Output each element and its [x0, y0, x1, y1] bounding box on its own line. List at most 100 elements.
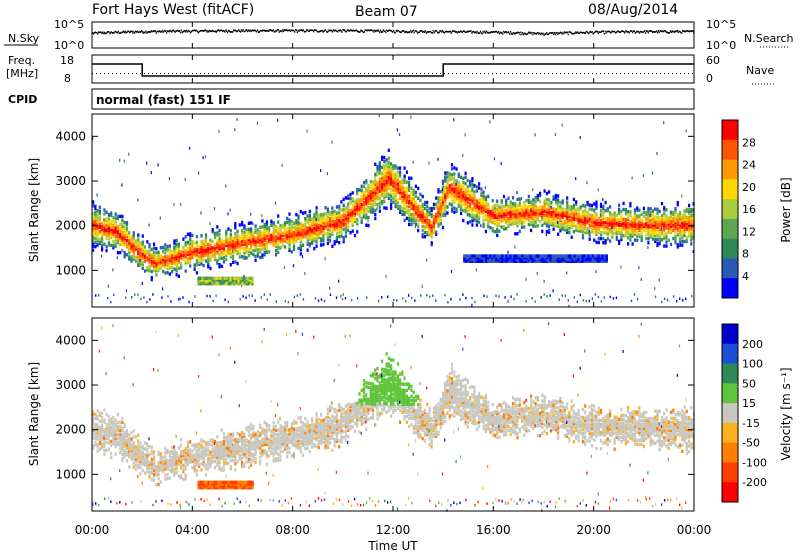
power-cell: [559, 223, 562, 227]
power-cell: [435, 204, 438, 208]
power-cell: [428, 223, 431, 227]
power-cell: [207, 259, 210, 263]
power-cell: [525, 211, 528, 215]
power-cell: [620, 217, 623, 222]
power-cell: [516, 203, 519, 208]
noise-point: [305, 30, 307, 33]
velocity-cell: [94, 440, 97, 445]
velocity-cell: [123, 424, 126, 429]
power-cell: [283, 221, 287, 225]
power-cell: [559, 200, 562, 205]
velocity-cell: [98, 441, 101, 445]
power-cell: [177, 250, 180, 254]
noise-point: [317, 30, 319, 33]
power-cell: [505, 214, 508, 219]
power-cell: [301, 233, 305, 237]
power-cell: [441, 199, 445, 204]
noise-point: [170, 30, 172, 32]
power-cell: [550, 218, 553, 223]
noise-point: [382, 29, 384, 31]
noise-point: [393, 31, 396, 34]
power-cell: [520, 221, 524, 225]
power-cell: [640, 278, 642, 282]
power-cell: [383, 178, 386, 182]
velocity-cell: [128, 437, 131, 441]
power-cell: [606, 237, 609, 241]
power-cell: [566, 224, 569, 228]
power-cell: [561, 227, 564, 231]
noise-point: [136, 30, 138, 33]
power-patch-cell: [575, 257, 578, 262]
power-cell: [405, 196, 408, 200]
power-cell: [349, 208, 352, 213]
power-cell: [502, 215, 506, 219]
power-cell: [647, 219, 650, 223]
noise-point: [427, 31, 429, 33]
velocity-cell: [116, 440, 119, 445]
noise-point: [109, 32, 111, 35]
power-cell: [198, 260, 201, 264]
velocity-cell: [130, 439, 133, 443]
power-patch-cell: [217, 278, 220, 282]
power-cell: [656, 215, 659, 219]
power-cell: [647, 233, 650, 237]
power-cell: [175, 263, 178, 267]
power-cell: [376, 173, 379, 177]
power-patch-cell: [601, 257, 604, 262]
power-cell: [243, 230, 246, 234]
power-cell: [365, 209, 368, 213]
power-cell: [405, 188, 408, 192]
noise-point: [132, 32, 134, 34]
power-cell: [399, 190, 402, 194]
noise-point: [530, 32, 532, 35]
power-cell: [234, 248, 237, 252]
velocity-cell: [141, 454, 144, 458]
velocity-cell: [125, 433, 129, 437]
power-cell: [561, 294, 563, 297]
power-cell: [457, 172, 460, 176]
power-cell: [450, 187, 454, 191]
power-cell: [658, 223, 661, 228]
power-cell: [311, 235, 314, 239]
power-cell: [232, 260, 235, 264]
velocity-cell: [94, 424, 97, 429]
power-cell: [615, 235, 618, 239]
noise-point: [444, 31, 446, 33]
noise-point: [529, 31, 531, 34]
power-cell: [128, 247, 131, 251]
power-cell: [175, 247, 178, 251]
power-cell: [450, 189, 454, 193]
power-cell: [575, 224, 578, 228]
noise-point: [495, 30, 497, 33]
power-cell: [534, 224, 537, 228]
power-cell: [331, 212, 334, 216]
power-cell: [265, 234, 268, 238]
power-cell: [487, 218, 490, 223]
noise-point: [434, 30, 436, 33]
power-cell: [663, 236, 666, 240]
power-cell: [265, 242, 268, 246]
power-cell: [250, 247, 253, 251]
velocity-cell: [153, 462, 156, 466]
velocity-cell: [130, 437, 133, 441]
power-cell: [288, 228, 291, 232]
power-cell: [184, 269, 187, 273]
power-cell: [195, 251, 198, 255]
noise-point: [276, 30, 278, 32]
power-cell: [189, 248, 192, 252]
power-cell: [340, 208, 343, 212]
power-cell: [645, 226, 648, 231]
power-cell: [432, 206, 436, 211]
power-cell: [665, 234, 668, 238]
power-cell: [141, 262, 144, 266]
power-cell: [216, 233, 219, 237]
noise-point: [625, 30, 627, 32]
noise-point: [454, 31, 457, 33]
date-label: 08/Aug/2014: [588, 2, 678, 18]
power-cell: [396, 128, 398, 132]
power-cell: [471, 179, 474, 183]
power-cell: [640, 220, 643, 224]
power-cell: [403, 180, 406, 184]
power-cell: [263, 244, 266, 249]
power-cell: [466, 221, 469, 225]
